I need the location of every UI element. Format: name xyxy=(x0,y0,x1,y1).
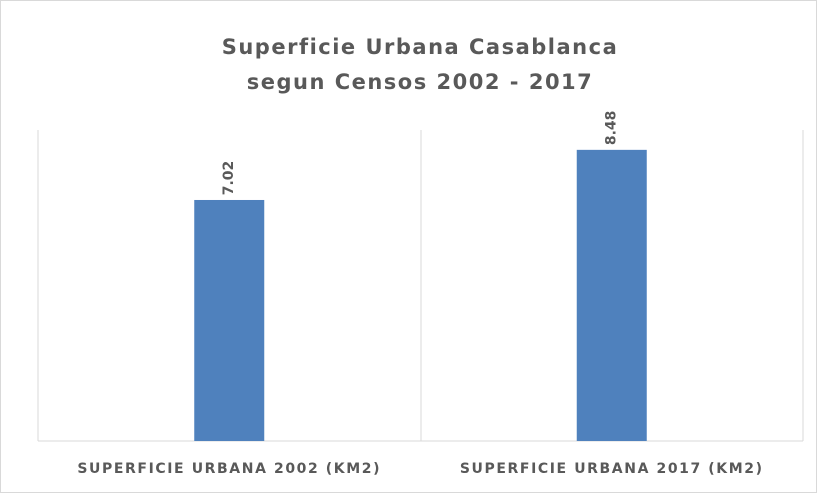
chart-title: segun Censos 2002 - 2017 xyxy=(247,70,594,94)
data-label: 8.48 xyxy=(604,111,620,146)
data-label: 7.02 xyxy=(221,161,237,196)
bar xyxy=(194,199,265,441)
chart-title: Superficie Urbana Casablanca xyxy=(222,35,619,59)
x-tick-label: SUPERFICIE URBANA 2017 (KM2) xyxy=(460,461,764,477)
bar xyxy=(576,149,647,441)
x-tick-label: SUPERFICIE URBANA 2002 (KM2) xyxy=(77,461,381,477)
